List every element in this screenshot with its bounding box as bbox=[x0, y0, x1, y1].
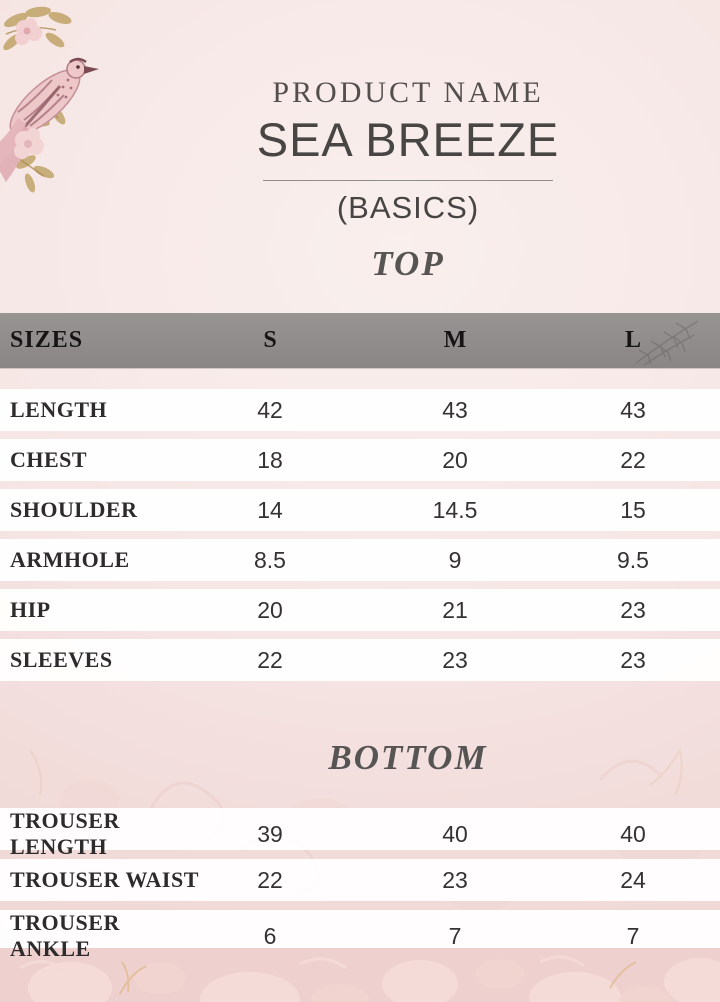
value-l: 24 bbox=[620, 866, 646, 893]
top-size-table: LENGTH 42 43 43 CHEST 18 20 22 SHOULDER … bbox=[0, 389, 720, 689]
size-column-l: L bbox=[624, 327, 641, 353]
value-l: 15 bbox=[620, 496, 646, 523]
value-m: 43 bbox=[442, 396, 468, 423]
row-label: TROUSER ANKLE bbox=[10, 910, 120, 961]
floral-pattern-bottom bbox=[0, 948, 720, 1002]
table-row: CHEST 18 20 22 bbox=[0, 439, 720, 481]
value-s: 42 bbox=[257, 396, 283, 423]
value-s: 6 bbox=[263, 922, 277, 949]
product-label: PRODUCT NAME bbox=[272, 76, 544, 109]
value-s: 22 bbox=[257, 866, 283, 893]
table-row: HIP 20 21 23 bbox=[0, 589, 720, 631]
row-label: LENGTH bbox=[10, 397, 108, 422]
product-name: SEA BREEZE bbox=[256, 113, 560, 166]
value-m: 40 bbox=[442, 820, 468, 847]
collection-name: (BASICS) bbox=[336, 190, 480, 225]
value-m: 23 bbox=[442, 866, 468, 893]
bird-illustration bbox=[0, 6, 99, 193]
table-row: LENGTH 42 43 43 bbox=[0, 389, 720, 431]
row-label: HIP bbox=[10, 597, 51, 622]
value-s: 8.5 bbox=[254, 546, 286, 573]
table-row: SLEEVES 22 23 23 bbox=[0, 639, 720, 681]
top-section-title: TOP bbox=[371, 244, 445, 283]
table-row: TROUSER WAIST 22 23 24 bbox=[0, 859, 720, 901]
value-l: 23 bbox=[620, 646, 646, 673]
table-row: SHOULDER 14 14.5 15 bbox=[0, 489, 720, 531]
value-l: 22 bbox=[620, 446, 646, 473]
row-label: SHOULDER bbox=[10, 497, 138, 522]
value-l: 9.5 bbox=[617, 546, 649, 573]
row-label: TROUSER LENGTH bbox=[10, 808, 120, 859]
value-l: 7 bbox=[626, 922, 640, 949]
size-table-header: SIZES S M L bbox=[0, 313, 720, 368]
bottom-size-table: TROUSER LENGTH 39 40 40 TROUSER WAIST 22… bbox=[0, 808, 720, 961]
value-m: 7 bbox=[448, 922, 462, 949]
value-l: 43 bbox=[620, 396, 646, 423]
value-l: 23 bbox=[620, 596, 646, 623]
bottom-section-title: BOTTOM bbox=[328, 738, 488, 777]
table-row: TROUSER ANKLE 6 7 7 bbox=[0, 910, 720, 961]
value-m: 20 bbox=[442, 446, 468, 473]
row-label: CHEST bbox=[10, 447, 88, 472]
table-row: ARMHOLE 8.5 9 9.5 bbox=[0, 539, 720, 581]
value-m: 21 bbox=[442, 596, 468, 623]
value-s: 22 bbox=[257, 646, 283, 673]
table-row: TROUSER LENGTH 39 40 40 bbox=[0, 808, 720, 859]
value-s: 14 bbox=[257, 496, 283, 523]
value-m: 23 bbox=[442, 646, 468, 673]
size-column-s: S bbox=[263, 327, 277, 353]
row-label: ARMHOLE bbox=[10, 547, 130, 572]
product-header: PRODUCT NAME SEA BREEZE (BASICS) bbox=[96, 76, 720, 226]
value-m: 9 bbox=[448, 546, 462, 573]
sizes-header-label: SIZES bbox=[10, 327, 84, 353]
fern-watermark-icon bbox=[635, 320, 699, 366]
value-s: 18 bbox=[257, 446, 283, 473]
size-column-m: M bbox=[443, 327, 467, 353]
value-s: 39 bbox=[257, 820, 283, 847]
row-label: SLEEVES bbox=[10, 647, 113, 672]
value-l: 40 bbox=[620, 820, 646, 847]
header-divider bbox=[263, 180, 553, 181]
value-m: 14.5 bbox=[432, 496, 478, 523]
row-label: TROUSER WAIST bbox=[10, 867, 199, 892]
value-s: 20 bbox=[257, 596, 283, 623]
